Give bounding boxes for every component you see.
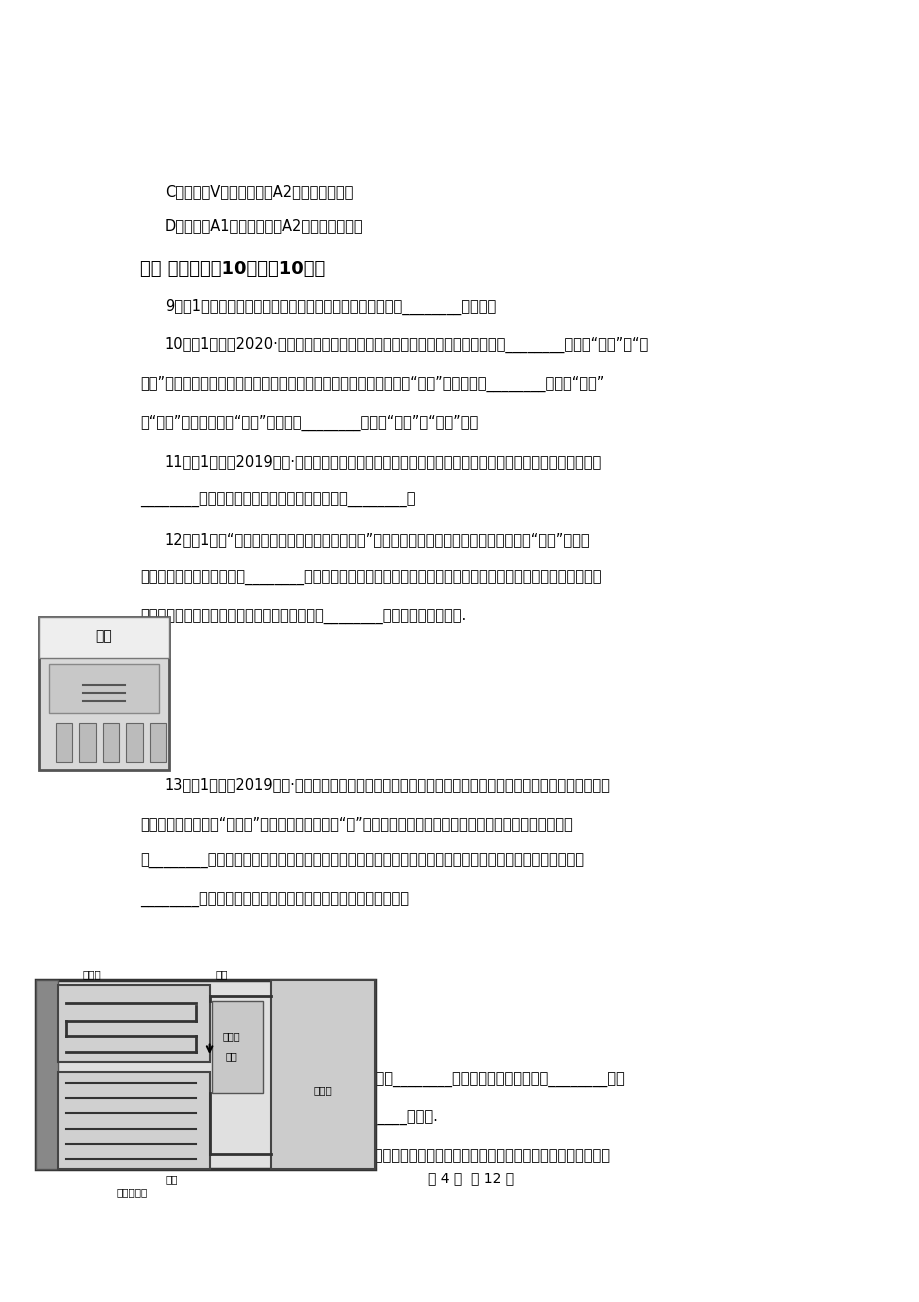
Text: 蒸气: 蒸气 [215, 970, 228, 979]
Text: 用电器才能使用，房卡的作用相当于电路中的　________（填电路元件名称）.: 用电器才能使用，房卡的作用相当于电路中的 ________（填电路元件名称）. [140, 611, 466, 625]
Text: 热________（填物态变化名称）变成蒸气，电动压缩机将氟利昂蒸气压缩并把它压入冰筱的冷凝管里，在这里: 热________（填物态变化名称）变成蒸气，电动压缩机将氟利昂蒸气压缩并把它压… [140, 854, 584, 868]
Text: 动的电路元件实质是一个　________；现在许多宾馆都利用房卡取电，如图所示，只有把房卡插入槽中，房间内的: 动的电路元件实质是一个 ________；现在许多宾馆都利用房卡取电，如图所示，… [140, 572, 601, 586]
Text: 10．（1分）（2020·广东模拟）病人发高烧时，可以用冰块辅助降温，这是通过________（选填“做功”或“热: 10．（1分）（2020·广东模拟）病人发高烧时，可以用冰块辅助降温，这是通过_… [165, 337, 649, 353]
Text: D．电流表A1示数与电流表A2示数的差値不变: D．电流表A1示数与电流表A2示数的差値不变 [165, 219, 363, 233]
Bar [211, 1001, 263, 1092]
Text: 12．（1分）“生活处处有物理，留心观察皆学问”下面三种情况你思考过吗？电动车右手的“调速”把手联: 12．（1分）“生活处处有物理，留心观察皆学问”下面三种情况你思考过吗？电动车右… [165, 533, 590, 547]
Text: 房卡: 房卡 [96, 629, 112, 643]
Text: 三、 填空题（共10题；共10分）: 三、 填空题（共10题；共10分） [140, 259, 324, 277]
Text: 蒸气: 蒸气 [165, 1174, 177, 1185]
Text: 9．（1分）意大利科学家托里拆利首先用实验的方法测出了________的数値。: 9．（1分）意大利科学家托里拆利首先用实验的方法测出了________的数値。 [165, 298, 495, 315]
Text: ________（填物态变化名称）并放热，这些热被周围空气带走。: ________（填物态变化名称）并放热，这些热被周围空气带走。 [140, 893, 409, 909]
Bar [36, 980, 375, 1169]
Text: 15．（1分）（2016九上·江阴月考）一根锶钓合金丝两端的电压一定，当锶钓合金丝被均匀拉长后，其电阴: 15．（1分）（2016九上·江阴月考）一根锶钓合金丝两端的电压一定，当锶钓合金… [165, 1147, 610, 1161]
Text: 冷剂: 冷剂 [225, 1052, 237, 1061]
Text: 液态制: 液态制 [222, 1031, 240, 1042]
Bar [271, 980, 375, 1169]
Text: 的(选填“串联”或“并联”)，家庭中每月的耗电量用________表计量.: 的(选填“串联”或“并联”)，家庭中每月的耗电量用________表计量. [140, 1109, 437, 1125]
Text: 13．（1分）（2019八上·西陵期中）如图所示是老式电冰筱工作原理图。电冰筱工作原理是利用了一种叫氟: 13．（1分）（2019八上·西陵期中）如图所示是老式电冰筱工作原理图。电冰筱工… [165, 777, 610, 792]
Bar [58, 986, 210, 1062]
Text: 14．（1分）在家庭电路中，电热水器正常工作的电压为________伏，它与家中的空调器是________连接: 14．（1分）在家庭电路中，电热水器正常工作的电压为________伏，它与家中… [165, 1070, 625, 1087]
Bar [126, 723, 142, 762]
Text: 冷冻室: 冷冻室 [83, 970, 101, 979]
Bar [79, 723, 96, 762]
Text: ________；毛皮摸擦过的橡胶棒上带的电荷叫做________。: ________；毛皮摸擦过的橡胶棒上带的电荷叫做________。 [140, 493, 415, 508]
Bar [49, 664, 159, 712]
Bar [58, 1073, 210, 1169]
Text: C．电压表V示数与电流表A2示数的比値变小: C．电压表V示数与电流表A2示数的比値变小 [165, 185, 353, 199]
Bar [36, 980, 58, 1169]
Text: 第 4 页  共 12 页: 第 4 页 共 12 页 [428, 1170, 514, 1185]
Text: 传递”）来改变病人的内能。冰块从冰柜里取出来时，它的周围会出现“白雾”，这是一种________（选填“液化”: 传递”）来改变病人的内能。冰块从冰柜里取出来时，它的周围会出现“白雾”，这是一种… [140, 376, 604, 392]
Text: 11．（1分）（2019九上·莎车期末）自然界中有两种电荷，人们把用绸子摸擦过的玻璃棒上带的电荷叫做: 11．（1分）（2019九上·莎车期末）自然界中有两种电荷，人们把用绸子摸擦过的… [165, 454, 602, 469]
Bar [39, 617, 169, 658]
Text: 冷凝器: 冷凝器 [313, 1085, 333, 1095]
Text: 或“汽化”）现象，这些“白雾”在空中会________（选填“上升”或“下沉”）。: 或“汽化”）现象，这些“白雾”在空中会________（选填“上升”或“下沉”）… [140, 415, 478, 431]
Bar [150, 723, 166, 762]
Bar [56, 723, 73, 762]
Text: 利昂的物质作为热的“搞运工”，把冰筱冷冻室里的“热”搞运到冰筱外边。工作时，液态的氟利昂进入冷冻室吸: 利昂的物质作为热的“搞运工”，把冰筱冷冻室里的“热”搞运到冰筱外边。工作时，液态… [140, 816, 573, 831]
Text: 电动压缩机: 电动压缩机 [116, 1187, 147, 1197]
Bar [103, 723, 119, 762]
